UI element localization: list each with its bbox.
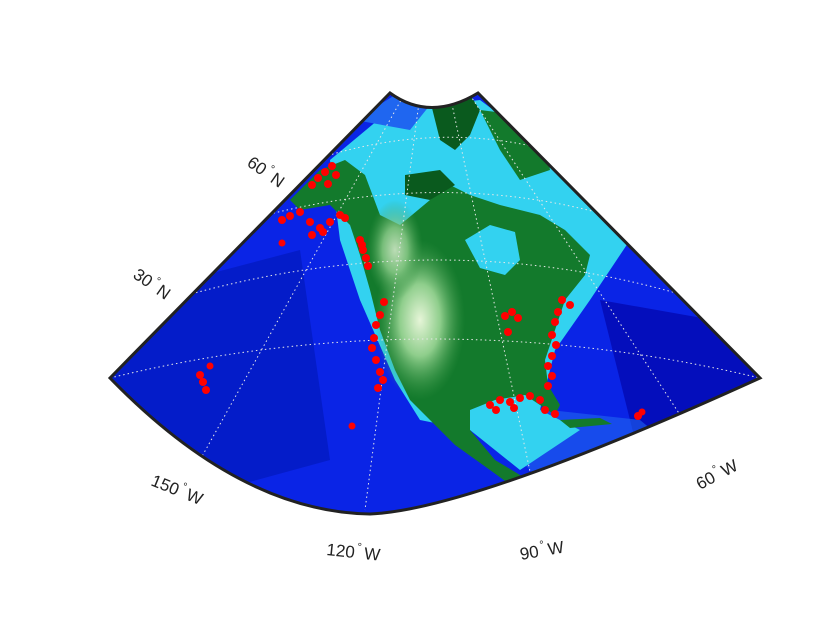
station-marker [324,180,332,188]
station-marker [332,171,340,179]
station-marker [548,331,556,339]
station-marker [202,386,210,394]
station-marker [364,262,372,270]
marker-group-great-lakes [501,308,522,336]
station-marker [370,334,378,342]
station-marker [548,352,556,360]
station-marker [368,344,376,352]
station-marker [510,404,518,412]
marker-group-pacific-offshore [348,422,356,430]
station-marker [536,396,544,404]
lon-label-150: 150°W [149,469,207,509]
station-marker [492,406,500,414]
hudson-bay [465,225,520,275]
lat-label-60: 60°N [244,151,289,192]
station-marker [508,308,516,316]
marker-group-alaska-coast [278,162,349,247]
graticule [110,93,760,511]
station-marker [552,341,560,349]
station-marker [372,321,380,329]
lon-label-120: 120°W [326,538,382,565]
station-marker [372,356,380,364]
map-area [110,93,760,514]
station-marker [286,212,294,220]
map-frame [107,91,763,516]
station-marker [206,362,214,370]
greenland-coast [430,95,480,150]
marker-group-caribbean [634,408,646,420]
station-marker [376,311,384,319]
lon-label-120-text: 120°W [326,538,382,565]
station-marker [374,384,382,392]
station-marker [376,368,384,376]
station-marker [544,382,552,390]
station-marker [358,241,366,249]
arctic-islands [405,170,455,200]
station-marker [548,372,556,380]
marker-group-hawaii [196,362,214,394]
station-marker [551,318,559,326]
station-marker [558,296,566,304]
station-marker [496,396,504,404]
marker-group-florida [536,396,559,418]
marker-group-gulf-coast [486,392,534,414]
station-marker [541,406,549,414]
station-marker [308,231,316,239]
station-marker [328,162,336,170]
lon-line-60 [469,94,691,431]
lon-label-90-text: 90°W [518,536,565,564]
marker-group-atlantic-coast [544,296,574,390]
station-marker [314,174,322,182]
station-marker [379,376,387,384]
lon-line-90 [449,94,536,496]
station-markers [196,162,646,430]
marker-group-pacific-northwest-coast [356,236,372,270]
station-marker [278,216,286,224]
station-marker [341,214,349,222]
station-marker [551,410,559,418]
station-marker [196,371,204,379]
lat-label-30-text: 30°N [130,263,175,303]
station-marker [278,239,286,247]
station-marker [516,394,524,402]
cuba [560,418,612,428]
lat-label-30: 30°N [130,263,175,304]
marker-group-california-coast [368,298,388,392]
station-marker [199,378,207,386]
station-marker [514,314,522,322]
station-marker [544,362,552,370]
station-marker [566,301,574,309]
station-marker [554,308,562,316]
canadian-rockies [367,200,423,300]
lon-label-90: 90°W [518,536,565,564]
station-marker [501,312,509,320]
lon-label-60-text: 60°W [692,454,741,493]
station-marker [362,254,370,262]
lat-line-45 [229,192,641,226]
lat-label-60-text: 60°N [244,151,289,191]
station-marker [486,401,494,409]
station-marker [306,218,314,226]
station-marker [296,208,304,216]
station-marker [526,392,534,400]
station-marker [348,422,356,430]
lon-label-60: 60°W [692,454,741,494]
station-marker [506,398,514,406]
station-marker [321,168,329,176]
station-marker [326,218,334,226]
station-marker [638,408,646,416]
station-marker [308,181,316,189]
station-marker [380,298,388,306]
lat-line-30 [169,259,701,301]
lon-label-150-text: 150°W [149,469,207,509]
station-marker [504,328,512,336]
station-marker [319,228,327,236]
